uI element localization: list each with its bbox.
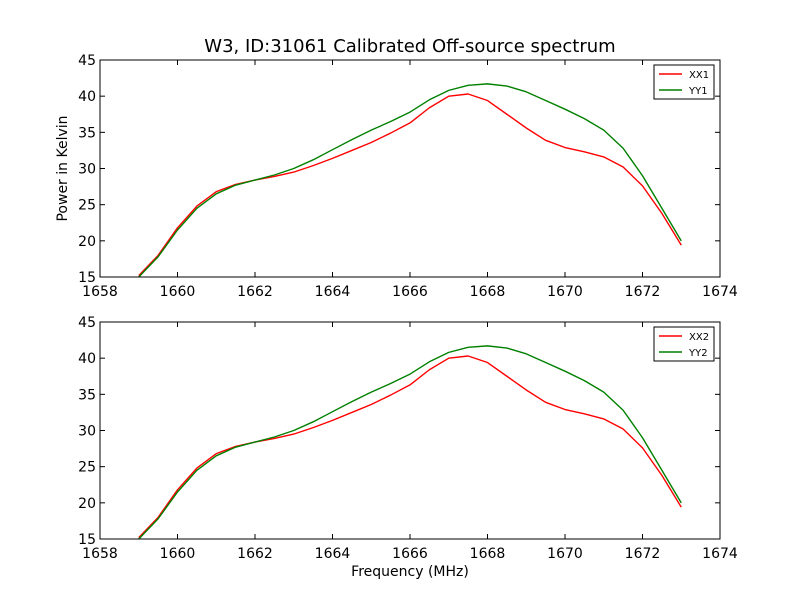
- x-tick-label: 1664: [315, 284, 351, 300]
- series-line-xx2: [138, 355, 682, 539]
- series-line-xx1: [138, 93, 682, 277]
- legend-box: [653, 326, 715, 362]
- y-tick-label: 30: [78, 424, 96, 440]
- y-tick-label: 30: [78, 162, 96, 178]
- y-tick-label: 25: [78, 460, 96, 476]
- legend-label-yy1: YY1: [688, 86, 708, 97]
- y-tick-label: 40: [78, 351, 96, 367]
- x-tick-label: 1660: [160, 284, 196, 300]
- plot-frame-1: [99, 59, 721, 278]
- legend-label-yy2: YY2: [688, 348, 708, 359]
- y-tick-label: 20: [78, 234, 96, 250]
- x-tick-label: 1660: [160, 546, 196, 562]
- y-tick-label: 15: [78, 532, 96, 548]
- y-tick-label: 45: [78, 315, 96, 331]
- x-tick-label: 1668: [470, 284, 506, 300]
- x-tick-label: 1670: [547, 284, 583, 300]
- y-tick-label: 15: [78, 270, 96, 286]
- plot-frame-2: [99, 321, 721, 540]
- x-tick-label: 1672: [625, 546, 661, 562]
- x-axis-label: Frequency (MHz): [351, 564, 469, 580]
- legend-label-xx2: XX2: [689, 332, 709, 343]
- y-tick-label: 35: [78, 125, 96, 141]
- x-tick-label: 1674: [702, 284, 738, 300]
- x-tick-label: 1670: [547, 546, 583, 562]
- x-tick-label: 1662: [237, 546, 273, 562]
- x-tick-label: 1664: [315, 546, 351, 562]
- x-tick-label: 1668: [470, 546, 506, 562]
- y-tick-label: 25: [78, 198, 96, 214]
- y-tick-label: 45: [78, 53, 96, 69]
- x-tick-label: 1662: [237, 284, 273, 300]
- chart-title: W3, ID:31061 Calibrated Off-source spect…: [204, 36, 615, 57]
- x-tick-label: 1658: [82, 284, 118, 300]
- x-tick-label: 1666: [392, 546, 428, 562]
- x-tick-label: 1672: [625, 284, 661, 300]
- x-tick-label: 1674: [702, 546, 738, 562]
- legend-box: [653, 64, 715, 100]
- y-tick-label: 35: [78, 387, 96, 403]
- y-axis-label: Power in Kelvin: [55, 115, 71, 221]
- series-line-yy1: [138, 83, 682, 278]
- series-line-yy2: [138, 345, 682, 540]
- legend-label-xx1: XX1: [689, 70, 709, 81]
- x-tick-label: 1666: [392, 284, 428, 300]
- y-tick-label: 40: [78, 89, 96, 105]
- x-tick-label: 1658: [82, 546, 118, 562]
- y-tick-label: 20: [78, 496, 96, 512]
